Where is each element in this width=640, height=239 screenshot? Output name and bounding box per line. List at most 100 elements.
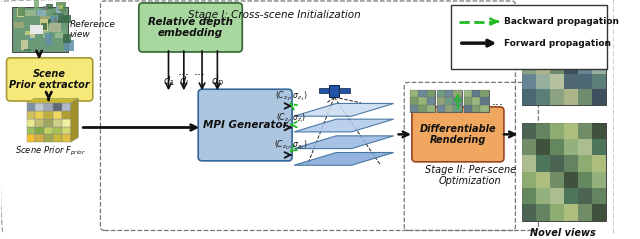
FancyBboxPatch shape (198, 89, 292, 161)
Bar (437, 98, 445, 105)
Bar (564, 204, 579, 221)
Bar (38, 9, 43, 14)
Bar (44, 126, 53, 134)
Bar (550, 139, 564, 155)
Bar (340, 88, 349, 93)
Bar (427, 90, 435, 98)
Bar (43, 27, 49, 38)
Bar (419, 105, 427, 112)
Text: ...: ... (492, 94, 504, 108)
Bar (65, 16, 69, 21)
Bar (550, 123, 564, 139)
Text: Stage I: Cross-scene Initialization: Stage I: Cross-scene Initialization (188, 10, 360, 20)
Bar (410, 98, 419, 105)
Bar (34, 0, 40, 10)
Bar (522, 43, 536, 58)
Bar (35, 134, 44, 142)
Bar (44, 119, 53, 126)
Bar (536, 155, 550, 172)
Bar (536, 89, 550, 105)
Bar (35, 119, 44, 126)
Bar (35, 103, 44, 111)
Bar (579, 204, 593, 221)
Bar (564, 172, 579, 188)
Bar (593, 12, 607, 27)
Bar (44, 6, 48, 13)
Text: Backward propagation: Backward propagation (504, 17, 619, 26)
Text: Forward propagation: Forward propagation (504, 39, 611, 48)
Bar (536, 204, 550, 221)
Bar (522, 123, 536, 139)
Bar (536, 172, 550, 188)
Bar (550, 172, 564, 188)
Bar (564, 188, 579, 204)
Bar (35, 126, 44, 134)
Bar (18, 7, 25, 16)
Polygon shape (71, 98, 79, 142)
Bar (62, 126, 71, 134)
Bar (22, 40, 28, 50)
Bar (593, 27, 607, 43)
Bar (44, 111, 53, 119)
Bar (522, 139, 536, 155)
Bar (522, 58, 536, 74)
Bar (593, 58, 607, 74)
Bar (463, 105, 472, 112)
Bar (27, 119, 35, 126)
Text: $(C_{z_1}, \sigma_{z_1})$: $(C_{z_1}, \sigma_{z_1})$ (275, 89, 307, 103)
Bar (437, 90, 445, 98)
Bar (550, 12, 564, 27)
Bar (536, 27, 550, 43)
Bar (63, 34, 71, 43)
Bar (37, 10, 46, 16)
Bar (29, 34, 33, 40)
Bar (53, 103, 62, 111)
Bar (579, 155, 593, 172)
Bar (593, 155, 607, 172)
Bar (550, 89, 564, 105)
Bar (454, 105, 461, 112)
Bar (44, 103, 53, 111)
Bar (419, 98, 427, 105)
Bar (480, 98, 488, 105)
Bar (427, 105, 435, 112)
Bar (22, 10, 36, 16)
Bar (564, 43, 579, 58)
Bar (564, 27, 579, 43)
Bar (536, 188, 550, 204)
Bar (53, 119, 62, 126)
Bar (62, 103, 71, 111)
Text: Scene
Prior extractor: Scene Prior extractor (10, 69, 90, 90)
Bar (50, 16, 61, 22)
Bar (427, 98, 435, 105)
Bar (56, 11, 61, 20)
Bar (454, 90, 461, 98)
Bar (564, 58, 579, 74)
Bar (536, 58, 550, 74)
Text: Novel views: Novel views (531, 228, 596, 238)
Bar (40, 16, 52, 21)
Bar (29, 25, 43, 34)
Bar (17, 8, 24, 17)
Bar (550, 155, 564, 172)
Bar (564, 89, 579, 105)
Text: Differentiable
Rendering: Differentiable Rendering (420, 124, 496, 145)
Bar (53, 126, 62, 134)
Bar (62, 111, 71, 119)
Bar (564, 123, 579, 139)
Bar (522, 74, 536, 89)
Bar (472, 105, 480, 112)
Bar (419, 90, 427, 98)
Bar (593, 74, 607, 89)
Bar (35, 111, 44, 119)
Bar (319, 88, 328, 93)
Bar (53, 111, 62, 119)
Bar (472, 98, 480, 105)
Bar (550, 188, 564, 204)
Bar (40, 19, 48, 31)
Bar (52, 13, 65, 15)
Bar (52, 30, 65, 33)
Bar (12, 7, 68, 52)
Text: $(C_{z_D}, \sigma_{z_D})$: $(C_{z_D}, \sigma_{z_D})$ (275, 138, 308, 152)
Bar (564, 155, 579, 172)
